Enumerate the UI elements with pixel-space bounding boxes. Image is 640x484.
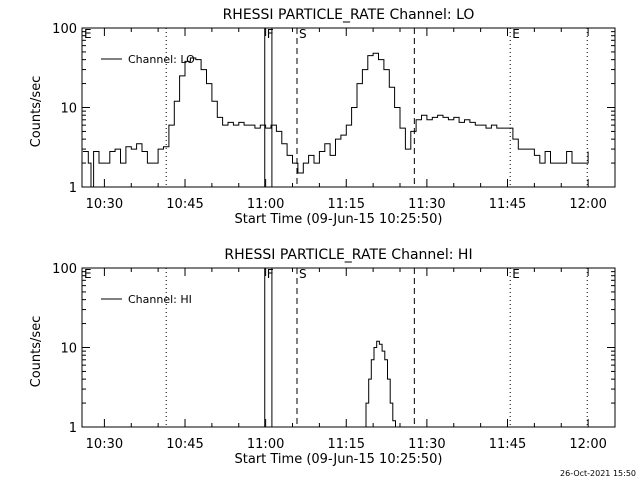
x-tick-label: 11:00 <box>247 197 284 212</box>
marker-label-f: F <box>267 267 274 281</box>
marker-label-s: S <box>299 267 307 281</box>
marker-label-f: F <box>267 27 274 41</box>
x-axis-label: Start Time (09-Jun-15 10:25:50) <box>235 212 443 227</box>
x-tick-label: 10:45 <box>166 197 203 212</box>
x-tick-label: 10:30 <box>86 437 123 452</box>
x-tick-label: 11:30 <box>408 437 445 452</box>
plot-frame <box>81 267 616 428</box>
x-tick-label: 11:30 <box>408 197 445 212</box>
x-tick-label: 11:15 <box>328 197 365 212</box>
marker-label-e: E <box>512 27 520 41</box>
series-line-hi <box>363 340 396 428</box>
panel-hi: RHESSI PARTICLE_RATE Channel: HI 1 10 100 10… <box>29 247 616 467</box>
legend-label: Channel: LO <box>128 53 195 66</box>
x-axis-label: Start Time (09-Jun-15 10:25:50) <box>235 452 443 467</box>
y-axis-label: Counts/sec <box>29 316 44 388</box>
footer-timestamp: 26-Oct-2021 15:50 <box>560 469 636 478</box>
y-axis-label: Counts/sec <box>29 76 44 148</box>
x-tick-label: 12:00 <box>569 437 606 452</box>
marker-label-e: E <box>512 267 520 281</box>
y-tick-label: 10 <box>60 342 77 357</box>
chart-title: RHESSI PARTICLE_RATE Channel: HI <box>224 247 472 263</box>
marker-label-e: E <box>84 27 92 41</box>
y-tick-label: 1 <box>69 181 77 196</box>
x-tick-label: 11:00 <box>247 437 284 452</box>
x-tick-label: 12:00 <box>569 197 606 212</box>
y-tick-label: 10 <box>60 102 77 117</box>
y-tick-label: 100 <box>52 262 77 277</box>
y-tick-label: 100 <box>52 22 77 37</box>
x-tick-label: 11:15 <box>328 437 365 452</box>
marker-label-e: E <box>84 267 92 281</box>
legend-label: Channel: HI <box>128 293 192 306</box>
x-tick-label: 11:45 <box>489 197 526 212</box>
panel-lo: RHESSI PARTICLE_RATE Channel: LO 1 10 100 10… <box>29 7 616 227</box>
x-tick-label: 10:45 <box>166 437 203 452</box>
series-line-lo <box>82 52 589 188</box>
chart-title: RHESSI PARTICLE_RATE Channel: LO <box>223 7 475 23</box>
plot-frame <box>81 27 616 188</box>
marker-label-s: S <box>299 27 307 41</box>
x-tick-label: 11:45 <box>489 437 526 452</box>
x-tick-label: 10:30 <box>86 197 123 212</box>
y-tick-label: 1 <box>69 421 77 436</box>
